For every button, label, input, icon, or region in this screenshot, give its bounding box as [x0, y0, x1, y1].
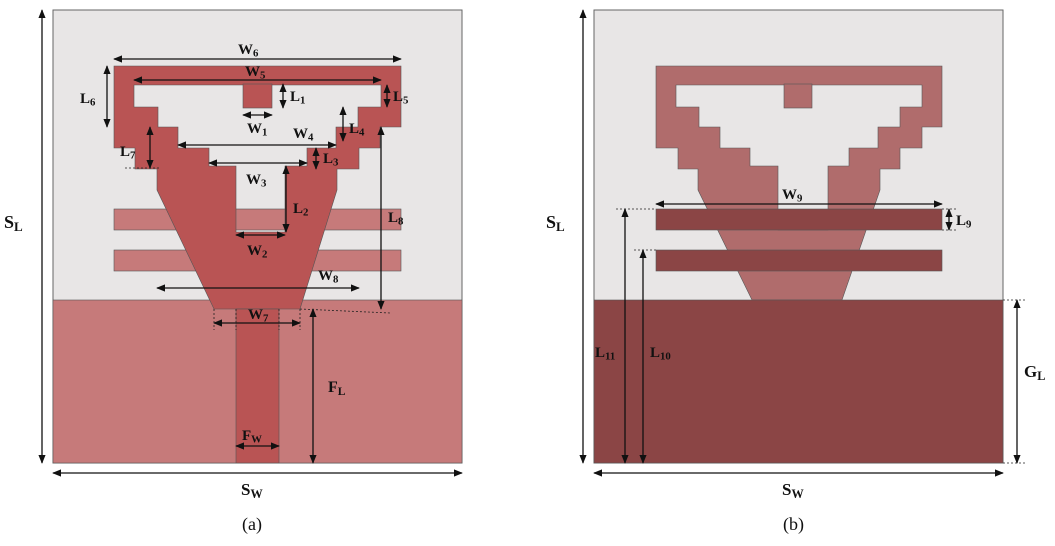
- label-sw-a: SW: [241, 480, 263, 501]
- label-sl-a: SL: [4, 212, 23, 234]
- label-w7: W7: [248, 307, 269, 325]
- label-l4: L4: [349, 121, 365, 139]
- label-w3: W3: [246, 172, 267, 190]
- label-w9: W9: [782, 187, 803, 205]
- label-l1: L1: [290, 89, 305, 107]
- parasitic-strip-a-1: [113, 208, 402, 231]
- label-fw: FW: [242, 428, 262, 446]
- labels-b: W9 L9 SL L11 L10 GL SW (b): [546, 187, 1045, 535]
- caption-b: (b): [783, 514, 804, 535]
- label-l6: L6: [80, 91, 96, 109]
- guides-b: [616, 208, 1025, 464]
- slot-stub-a: [242, 83, 273, 109]
- label-l5: L5: [393, 89, 408, 107]
- label-l7: L7: [120, 144, 136, 162]
- label-w5: W5: [245, 64, 265, 82]
- guides-a: [125, 167, 391, 330]
- label-w6: W6: [238, 42, 259, 60]
- label-l10: L10: [650, 345, 671, 363]
- label-w1: W1: [247, 121, 267, 139]
- label-l11: L11: [595, 345, 615, 363]
- label-sl-b: SL: [546, 212, 565, 234]
- back-strip-2: [655, 249, 943, 272]
- ground-plane-b: [593, 299, 1004, 464]
- dimensions-a: [38, 9, 463, 477]
- back-strip-1: [655, 208, 943, 231]
- labels-a: W6 W5 L1 L5 L6 W1 L4 W4 L7 L3 W3 L2 L8 W…: [4, 42, 408, 535]
- label-l8: L8: [388, 210, 404, 228]
- label-l9: L9: [956, 213, 972, 231]
- label-w2: W2: [247, 243, 267, 261]
- caption-a: (a): [242, 514, 262, 535]
- label-w4: W4: [293, 126, 314, 144]
- label-gl: GL: [1024, 362, 1045, 383]
- label-l2: L2: [293, 201, 308, 219]
- label-l3: L3: [323, 151, 339, 169]
- panel-a-front-view: W6 W5 L1 L5 L6 W1 L4 W4 L7 L3 W3 L2 L8 W…: [4, 9, 463, 535]
- dimensions-b: [579, 9, 1021, 477]
- label-fl: FL: [328, 379, 346, 398]
- feedline-a: [235, 308, 280, 464]
- panel-b-back-view: W9 L9 SL L11 L10 GL SW (b): [546, 9, 1045, 535]
- label-sw-b: SW: [782, 480, 804, 501]
- label-w8: W8: [318, 268, 339, 286]
- slot-stub-b: [783, 83, 813, 109]
